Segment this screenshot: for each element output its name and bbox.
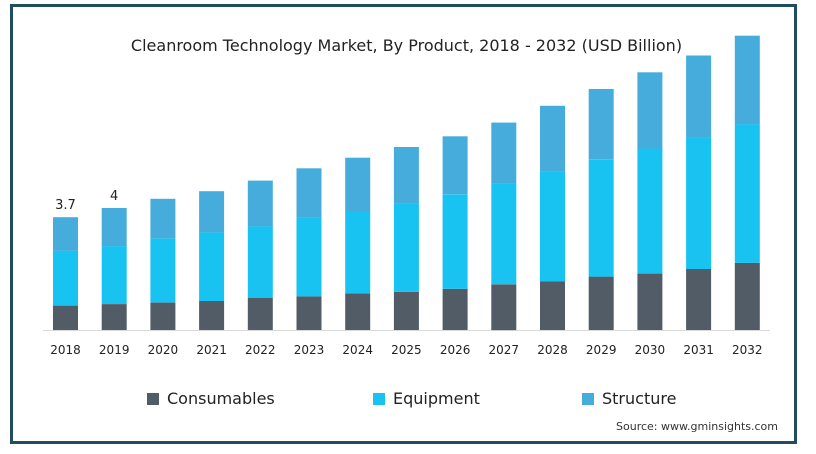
x-tick-label: 2021 (196, 343, 227, 357)
legend-label-consumables: Consumables (167, 389, 275, 408)
x-tick-label: 2030 (635, 343, 666, 357)
x-tick-label: 2025 (391, 343, 422, 357)
bar-equipment-2032 (734, 124, 760, 263)
bar-structure-2022 (247, 180, 273, 227)
bar-equipment-2026 (442, 194, 468, 289)
bar-structure-2024 (345, 157, 371, 212)
data-label: 4 (110, 189, 118, 204)
bar-structure-2019 (101, 208, 127, 247)
x-tick-label: 2019 (99, 343, 130, 357)
data-label: 3.7 (55, 198, 76, 213)
bar-equipment-2029 (588, 159, 614, 277)
bar-consumables-2029 (588, 276, 614, 330)
bar-consumables-2027 (491, 284, 517, 331)
bar-equipment-2024 (345, 211, 371, 294)
bar-structure-2020 (150, 198, 176, 239)
bar-structure-2018 (53, 217, 78, 251)
legend-swatch-consumables (147, 392, 159, 405)
bar-equipment-2030 (637, 148, 663, 274)
bar-structure-2032 (734, 35, 760, 125)
legend-item-consumables: Consumables (147, 389, 275, 408)
bar-equipment-2021 (199, 232, 225, 301)
x-tick-label: 2022 (245, 343, 276, 357)
bar-structure-2026 (442, 136, 468, 195)
bar-consumables-2020 (150, 302, 176, 330)
x-tick-label: 2018 (50, 343, 81, 357)
bar-structure-2023 (296, 168, 322, 218)
bar-consumables-2032 (734, 262, 760, 330)
bar-consumables-2022 (247, 298, 273, 330)
legend-label-structure: Structure (602, 389, 677, 408)
bar-equipment-2018 (53, 250, 78, 306)
bar-structure-2025 (393, 147, 419, 204)
bar-consumables-2019 (101, 304, 127, 330)
bar-equipment-2020 (150, 238, 176, 303)
x-tick-label: 2026 (440, 343, 471, 357)
x-tick-label: 2027 (489, 343, 520, 357)
chart-plot: 2018 3.7 2019 4 2020 2021 2022 2023 2024 2025 2026… (43, 35, 770, 357)
x-tick-label: 2024 (342, 343, 373, 357)
bar-structure-2028 (540, 105, 565, 172)
bar-equipment-2028 (540, 171, 565, 282)
x-tick-label: 2029 (586, 343, 617, 357)
x-tick-label: 2020 (148, 343, 179, 357)
bar-equipment-2019 (101, 246, 127, 304)
bar-consumables-2031 (686, 269, 712, 330)
legend-swatch-structure (582, 392, 594, 405)
x-tick-label: 2032 (732, 343, 763, 357)
x-tick-label: 2023 (294, 343, 325, 357)
bar-consumables-2030 (637, 273, 663, 330)
x-tick-label: 2031 (683, 343, 714, 357)
bar-structure-2027 (491, 122, 517, 184)
x-tick-label: 2028 (537, 343, 568, 357)
bar-consumables-2025 (393, 291, 419, 330)
legend-item-structure: Structure (582, 389, 676, 408)
bar-structure-2030 (637, 72, 663, 149)
bar-consumables-2021 (199, 301, 225, 330)
bar-consumables-2026 (442, 288, 468, 330)
bar-structure-2021 (199, 191, 225, 233)
bar-consumables-2028 (540, 281, 565, 330)
bar-consumables-2018 (53, 305, 78, 330)
bar-equipment-2031 (686, 137, 712, 269)
bar-equipment-2022 (247, 226, 273, 298)
chart-title: Cleanroom Technology Market, By Product,… (130, 36, 683, 55)
legend-label-equipment: Equipment (393, 389, 480, 408)
legend-swatch-equipment (373, 392, 385, 405)
bar-consumables-2023 (296, 296, 322, 330)
legend-item-equipment: Equipment (373, 389, 480, 408)
chart-frame: Cleanroom Technology Market, By Product,… (10, 4, 797, 444)
bar-consumables-2024 (345, 293, 371, 330)
source-note: Source: www.gminsights.com (616, 420, 778, 433)
bar-equipment-2023 (296, 217, 322, 297)
bar-structure-2031 (686, 55, 712, 138)
chart-legend: Consumables Equipment Structure (13, 389, 800, 419)
bar-structure-2029 (588, 89, 614, 160)
bar-equipment-2025 (393, 203, 419, 292)
bar-equipment-2027 (491, 183, 517, 285)
